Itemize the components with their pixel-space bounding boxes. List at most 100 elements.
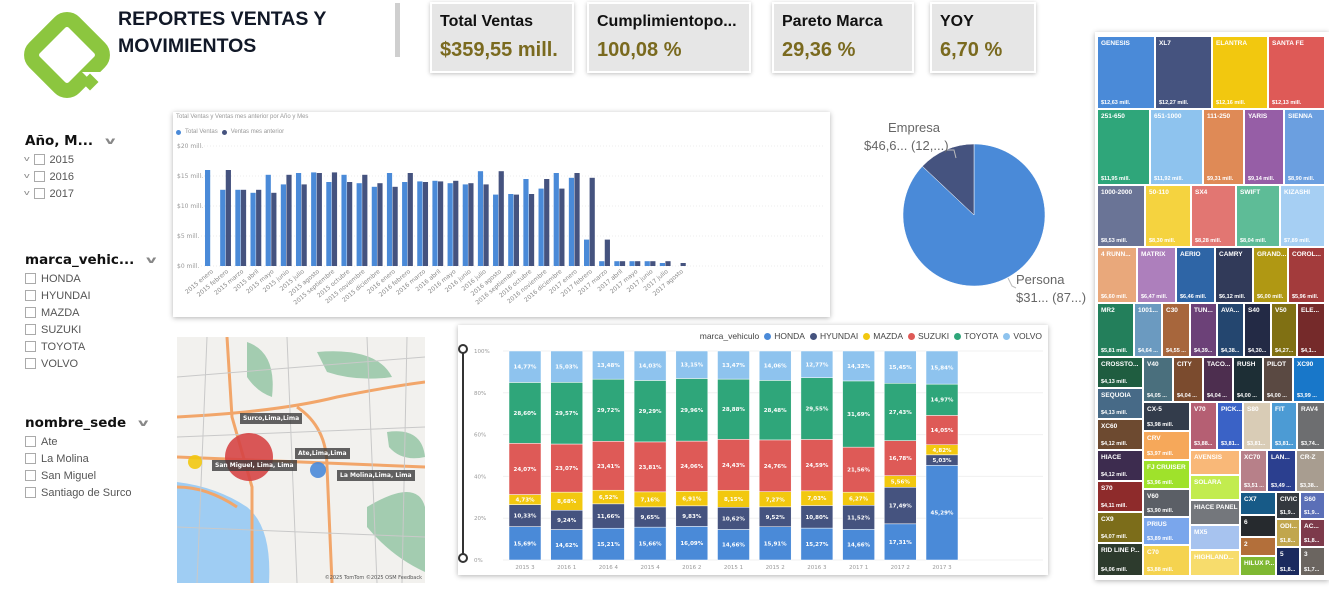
bar-total-ventas[interactable] <box>265 174 271 266</box>
segment-volvo[interactable] <box>675 350 709 379</box>
segment-honda[interactable] <box>508 526 542 561</box>
treemap-tile[interactable]: LAN... $3,49 ... <box>1267 450 1296 492</box>
treemap-tile[interactable]: AVENSIS <box>1190 450 1240 475</box>
chevron-down-icon[interactable]: v <box>146 254 157 266</box>
treemap-tile[interactable]: PICK... $3,81... <box>1217 402 1243 450</box>
treemap-tile[interactable]: MATRIX $6,47 mill. <box>1137 247 1176 303</box>
slicer-item[interactable]: Ate <box>25 433 147 450</box>
legend-label[interactable]: SUZUKI <box>917 331 950 341</box>
zoom-slider-track[interactable] <box>462 347 464 557</box>
treemap-tile[interactable]: C70 $3,88 mill. <box>1143 545 1190 576</box>
bar-ventas-mes-anterior[interactable] <box>680 263 686 266</box>
segment-suzuki[interactable] <box>717 439 750 491</box>
expand-icon[interactable]: v <box>23 190 30 197</box>
treemap-tile[interactable]: 1001... $4,64 ... <box>1134 303 1162 357</box>
legend-label[interactable]: MAZDA <box>873 331 903 341</box>
expand-icon[interactable]: v <box>23 173 30 180</box>
treemap-tile[interactable]: XC70 $3,51 ... <box>1240 450 1267 492</box>
checkbox[interactable] <box>25 470 36 481</box>
chevron-down-icon[interactable]: v <box>105 135 116 147</box>
map-bubble[interactable] <box>310 462 326 478</box>
bar-ventas-mes-anterior[interactable] <box>362 174 368 266</box>
bar-ventas-mes-anterior[interactable] <box>240 189 247 266</box>
segment-hyundai[interactable] <box>842 505 875 530</box>
bar-ventas-mes-anterior[interactable] <box>286 174 292 266</box>
checkbox[interactable] <box>25 341 36 352</box>
kpi-total-ventas[interactable]: Total Ventas $359,55 mill. <box>430 2 574 73</box>
checkbox[interactable] <box>33 171 45 182</box>
bar-ventas-mes-anterior[interactable] <box>438 181 444 266</box>
checkbox[interactable] <box>25 307 36 318</box>
treemap-tile[interactable]: C30 $4,55 ... <box>1162 303 1190 357</box>
model-treemap[interactable]: GENESIS $12,63 mill. XL7 $12,27 mill. ELANTR… <box>1095 32 1329 580</box>
checkbox[interactable] <box>25 273 36 284</box>
bar-total-ventas[interactable] <box>477 171 484 266</box>
bar-ventas-mes-anterior[interactable] <box>559 188 565 266</box>
treemap-tile[interactable]: TUN... $4,39... <box>1190 303 1217 357</box>
treemap-tile[interactable]: S40 $4,30... <box>1244 303 1271 357</box>
bar-ventas-mes-anterior[interactable] <box>271 192 277 266</box>
bar-ventas-mes-anterior[interactable] <box>316 173 322 266</box>
bar-ventas-mes-anterior[interactable] <box>589 177 595 266</box>
treemap-tile[interactable]: GRAND... $6,00 mill. <box>1253 247 1288 303</box>
legend-label[interactable]: HONDA <box>774 331 805 341</box>
bar-total-ventas[interactable] <box>205 170 211 266</box>
treemap-tile[interactable]: 3 $1,7... <box>1300 547 1325 576</box>
treemap-tile[interactable]: HILUX P... <box>1240 556 1276 576</box>
slicer-item[interactable]: San Miguel <box>25 467 147 484</box>
checkbox[interactable] <box>25 436 36 447</box>
checkbox[interactable] <box>33 154 45 165</box>
slicer-item[interactable]: HONDA <box>25 270 155 287</box>
bar-ventas-mes-anterior[interactable] <box>665 261 671 266</box>
treemap-tile[interactable]: AC... $1,8... <box>1300 519 1325 547</box>
treemap-tile[interactable]: CR-Z $3,38... <box>1296 450 1325 492</box>
treemap-tile[interactable]: HIACE PANEL <box>1190 500 1240 525</box>
bar-ventas-mes-anterior[interactable] <box>301 184 307 266</box>
treemap-tile[interactable]: GENESIS $12,63 mill. <box>1097 36 1155 109</box>
treemap-tile[interactable]: S80 $3,81... <box>1243 402 1271 450</box>
checkbox[interactable] <box>25 358 36 369</box>
segment-hyundai[interactable] <box>884 487 917 525</box>
bar-total-ventas[interactable] <box>295 173 302 266</box>
bar-ventas-mes-anterior[interactable] <box>422 182 429 266</box>
bar-total-ventas[interactable] <box>462 184 468 266</box>
bar-total-ventas[interactable] <box>371 186 377 266</box>
bar-total-ventas[interactable] <box>356 183 362 266</box>
bar-total-ventas[interactable] <box>432 180 438 266</box>
bar-ventas-mes-anterior[interactable] <box>498 171 504 266</box>
bar-ventas-mes-anterior[interactable] <box>331 172 338 266</box>
bar-total-ventas[interactable] <box>341 174 347 266</box>
bar-ventas-mes-anterior[interactable] <box>468 183 474 266</box>
treemap-tile[interactable]: S70 $4,11 mill. <box>1097 481 1143 512</box>
treemap-tile[interactable]: CX9 $4,07 mill. <box>1097 512 1143 543</box>
treemap-tile[interactable]: PRIUS $3,89 mill. <box>1143 517 1190 545</box>
treemap-tile[interactable]: FIT $3,81... <box>1271 402 1297 450</box>
treemap-tile[interactable]: RID LINE P... $4,06 mill. <box>1097 543 1143 576</box>
treemap-tile[interactable]: RAV4 $3,74... <box>1297 402 1325 450</box>
slicer-item[interactable]: Santiago de Surco <box>25 484 147 501</box>
treemap-tile[interactable]: KIZASHI $7,89 mill. <box>1280 185 1325 247</box>
chevron-down-icon[interactable]: v <box>138 417 149 429</box>
map-attribution[interactable]: ©2025 TomTom ©2025 OSM Feedback <box>324 575 422 581</box>
slicer-item[interactable]: MAZDA <box>25 304 155 321</box>
slicer-item-2017[interactable]: v 2017 <box>23 185 114 202</box>
bar-total-ventas[interactable] <box>326 182 332 266</box>
segment-volvo[interactable] <box>633 350 667 381</box>
bar-ventas-mes-anterior[interactable] <box>619 261 626 266</box>
checkbox[interactable] <box>25 487 36 498</box>
treemap-tile[interactable]: 5 $1,8... <box>1276 547 1300 576</box>
segment-suzuki[interactable] <box>842 446 875 493</box>
segment-suzuki[interactable] <box>758 439 792 492</box>
treemap-tile[interactable]: CITY $4,04 ... <box>1173 357 1203 402</box>
kpi-pareto-marca[interactable]: Pareto Marca 29,36 % <box>772 2 914 73</box>
bar-ventas-mes-anterior[interactable] <box>483 184 489 266</box>
treemap-tile[interactable]: CROSSTO... $4,13 mill. <box>1097 357 1143 388</box>
checkbox[interactable] <box>25 453 36 464</box>
treemap-tile[interactable]: PILOT $4,00 ... <box>1263 357 1293 402</box>
treemap-tile[interactable]: SANTA FE $12,13 mill. <box>1268 36 1325 109</box>
treemap-tile[interactable]: ODI... $1,8... <box>1276 519 1300 547</box>
bar-ventas-mes-anterior[interactable] <box>635 261 641 266</box>
bar-total-ventas[interactable] <box>644 261 650 266</box>
bar-total-ventas[interactable] <box>235 189 241 266</box>
segment-volvo[interactable] <box>550 350 583 383</box>
